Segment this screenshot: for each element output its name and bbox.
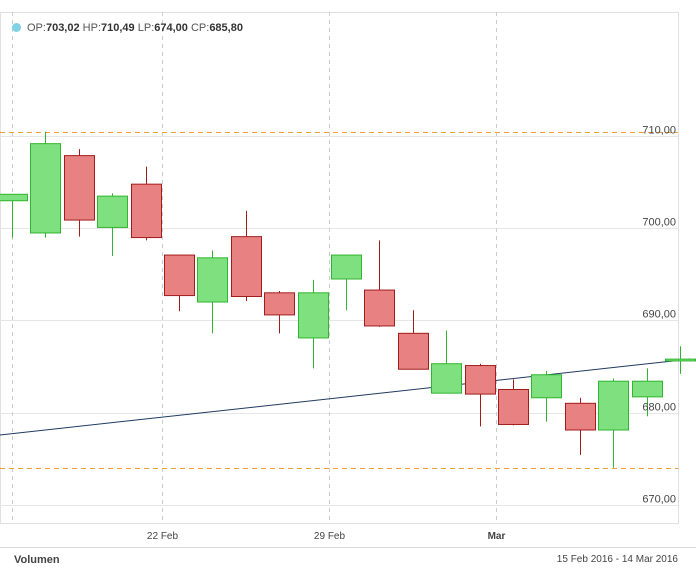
x-tick-label: 29 Feb xyxy=(314,531,346,542)
candle-body xyxy=(465,365,496,395)
candle-down xyxy=(264,290,295,334)
close-value: 685,80 xyxy=(209,22,243,34)
candle-up xyxy=(431,330,462,394)
candle-up xyxy=(197,250,228,334)
candle-body xyxy=(665,358,696,362)
y-tick-label: 700,00 xyxy=(642,217,676,229)
candle-body xyxy=(565,402,596,431)
close-label: CP: xyxy=(190,22,210,34)
x-tick-label: Mar xyxy=(488,531,506,542)
candle-down xyxy=(164,254,195,312)
candle-body xyxy=(97,195,128,228)
candle-down xyxy=(231,210,262,302)
candle-down xyxy=(398,310,429,370)
open-label: OP: xyxy=(27,22,46,34)
candle-up xyxy=(531,371,562,422)
volume-label: Volumen xyxy=(14,554,60,566)
y-tick-label: 670,00 xyxy=(642,494,676,506)
candle-body xyxy=(331,254,362,280)
ohlc-legend: OP:703,02 HP:710,49 LP:674,00 CP:685,80 xyxy=(12,20,243,36)
candle-body xyxy=(632,380,663,398)
candle-down xyxy=(465,363,496,427)
candle-down xyxy=(64,149,95,237)
candle-up xyxy=(298,279,329,369)
low-label: LP: xyxy=(137,22,155,34)
y-axis-labels: 670,00 680,00 690,00 700,00 710,00 xyxy=(642,125,676,506)
high-label: HP: xyxy=(82,22,102,34)
candle-body xyxy=(598,380,629,431)
candle-body xyxy=(364,289,395,327)
candle-body xyxy=(298,292,329,339)
y-tick-label: 710,00 xyxy=(642,125,676,137)
candle-down xyxy=(565,397,596,455)
candle-up xyxy=(331,254,362,311)
y-tick-label: 690,00 xyxy=(642,309,676,321)
candle-body xyxy=(0,193,28,202)
candle-body xyxy=(398,332,429,370)
candle-body xyxy=(64,155,95,221)
candle-body xyxy=(164,254,195,297)
candle-up xyxy=(598,378,629,468)
candle-body xyxy=(264,292,295,316)
candle-body xyxy=(30,143,61,234)
candle-down xyxy=(131,166,162,241)
candle-body xyxy=(131,183,162,239)
candles xyxy=(0,131,696,468)
candle-down xyxy=(498,379,529,426)
y-tick-label: 680,00 xyxy=(642,402,676,414)
candle-down xyxy=(364,240,395,327)
candle-up xyxy=(30,131,61,238)
high-value: 710,49 xyxy=(101,22,135,34)
candle-body xyxy=(498,388,529,425)
x-axis-labels: 22 Feb 29 Feb Mar xyxy=(147,531,506,542)
candle-up xyxy=(632,368,663,417)
date-range-label: 15 Feb 2016 - 14 Mar 2016 xyxy=(556,554,678,565)
candle-body xyxy=(197,257,228,303)
trendline-layer xyxy=(0,358,691,436)
candle-body xyxy=(431,363,462,394)
reference-lines xyxy=(0,132,678,469)
low-value: 674,00 xyxy=(154,22,188,34)
candle-body xyxy=(531,374,562,399)
candle-up xyxy=(97,193,128,256)
open-value: 703,02 xyxy=(45,22,80,34)
trendline xyxy=(0,358,691,436)
candle-up xyxy=(0,193,28,238)
candle-body xyxy=(231,236,262,297)
legend-marker-icon xyxy=(12,23,21,32)
x-tick-label: 22 Feb xyxy=(147,531,179,542)
